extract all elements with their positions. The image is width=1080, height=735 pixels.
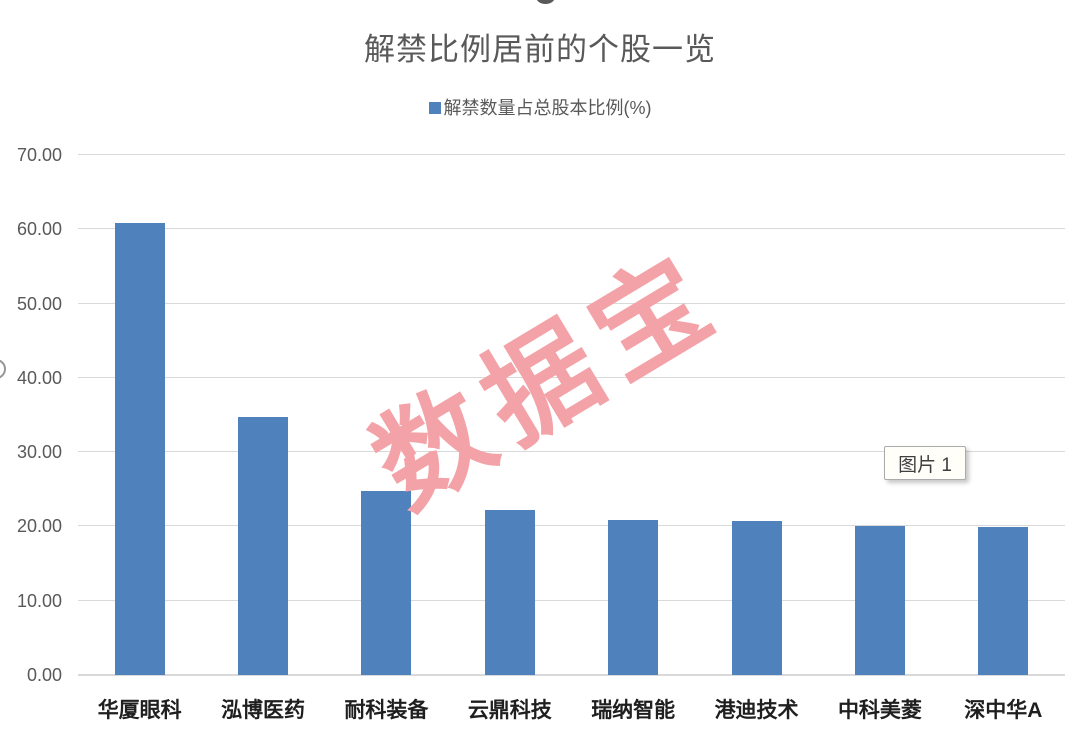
legend: 解禁数量占总股本比例(%) (0, 94, 1080, 120)
y-tick-label: 30.00 (16, 442, 62, 463)
x-label-中科美菱: 中科美菱 (837, 699, 922, 722)
bar-瑞纳智能[interactable] (608, 519, 659, 675)
y-tick-label: 20.00 (16, 516, 62, 537)
bar-泓博医药[interactable] (238, 416, 289, 675)
legend-label: 解禁数量占总股本比例(%) (443, 98, 652, 118)
bar-云鼎科技[interactable] (484, 510, 535, 675)
gridline (78, 154, 1065, 155)
x-label-华厦眼科: 华厦眼科 (97, 699, 182, 722)
gridline (78, 599, 1065, 601)
x-label-深中华A: 深中华A (964, 699, 1043, 722)
x-label-港迪技术: 港迪技术 (714, 699, 799, 722)
bar-中科美菱[interactable] (854, 525, 905, 675)
y-tick-label: 60.00 (16, 219, 62, 240)
picture-name-tooltip: 图片 1 (884, 446, 966, 480)
legend-swatch-icon (428, 102, 441, 114)
x-label-瑞纳智能: 瑞纳智能 (591, 699, 676, 722)
x-label-耐科装备: 耐科装备 (344, 699, 429, 722)
x-label-泓博医药: 泓博医药 (221, 699, 306, 722)
gridline (78, 228, 1065, 230)
bar-港迪技术[interactable] (731, 520, 782, 675)
y-tick-label: 10.00 (16, 590, 62, 611)
chart-title: 解禁比例居前的个股一览 (364, 32, 716, 67)
x-label-云鼎科技: 云鼎科技 (467, 699, 552, 722)
picture-name-label: 图片 1 (898, 454, 952, 476)
y-tick-label: 0.00 (26, 665, 62, 685)
gridline (78, 525, 1065, 527)
gridline (78, 302, 1065, 304)
gridline (78, 451, 1065, 453)
bar-耐科装备[interactable] (361, 490, 412, 675)
plot-area (78, 154, 1065, 676)
gridline (78, 376, 1065, 378)
bar-华厦眼科[interactable] (114, 222, 165, 675)
y-tick-label: 40.00 (16, 367, 62, 388)
rotation-handle[interactable] (536, 0, 555, 4)
bar-深中华A[interactable] (978, 527, 1029, 675)
y-tick-label: 50.00 (16, 293, 62, 314)
y-tick-label: 70.00 (16, 145, 62, 165)
x-axis-line (78, 674, 1065, 676)
